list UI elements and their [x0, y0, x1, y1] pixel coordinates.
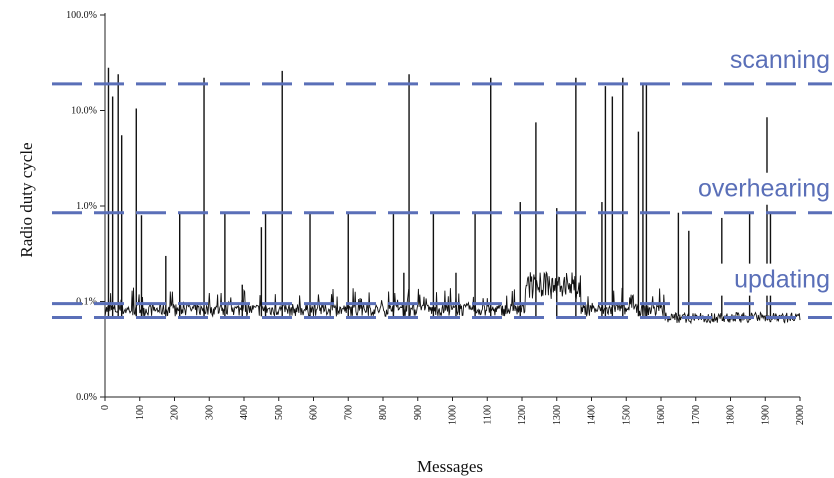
x-tick-label: 1500	[621, 405, 632, 425]
band-label: scanning	[730, 46, 830, 74]
y-tick-label: 100.0%	[66, 10, 97, 21]
x-tick-label: 900	[413, 405, 424, 420]
x-tick-label: 1600	[656, 405, 667, 425]
band-label-backdrop	[712, 263, 830, 296]
band-label: overhearing	[698, 175, 830, 203]
x-tick-label: 1800	[726, 405, 737, 425]
y-tick-label: 10.0%	[71, 106, 97, 117]
x-tick-label: 400	[239, 405, 250, 420]
x-tick-label: 1100	[482, 405, 493, 425]
y-tick-label: 0.0%	[76, 392, 97, 403]
plot-area: 100.0% 10.0% 1.0% 0.1% 0.0%0 100 200 300 400 500 6…	[66, 10, 806, 425]
x-tick-label: 100	[135, 405, 146, 420]
band-label-backdrop	[671, 172, 830, 205]
y-axis-title: Radio duty cycle	[17, 142, 36, 257]
series-baseline	[104, 270, 801, 325]
x-tick-label: 1000	[448, 405, 459, 425]
x-tick-label: 300	[204, 405, 215, 420]
x-tick-label: 1200	[517, 405, 528, 425]
x-tick-label: 1900	[760, 405, 771, 425]
band-label-backdrop	[712, 43, 830, 76]
x-tick-label: 500	[274, 405, 285, 420]
x-tick-label: 1300	[552, 405, 563, 425]
x-tick-label: 1400	[587, 405, 598, 425]
x-tick-label: 0	[100, 405, 111, 410]
x-tick-label: 2000	[795, 405, 806, 425]
y-tick-label: 0.1%	[76, 297, 97, 308]
y-tick-label: 1.0%	[76, 201, 97, 212]
x-tick-label: 600	[309, 405, 320, 420]
x-tick-label: 700	[343, 405, 354, 420]
x-tick-label: 800	[378, 405, 389, 420]
x-axis-title: Messages	[417, 457, 483, 476]
x-tick-label: 200	[170, 405, 181, 420]
band-label: updating	[734, 266, 830, 294]
band-overlays: scanning overhearing updating	[52, 43, 832, 319]
x-tick-label: 1700	[691, 405, 702, 425]
